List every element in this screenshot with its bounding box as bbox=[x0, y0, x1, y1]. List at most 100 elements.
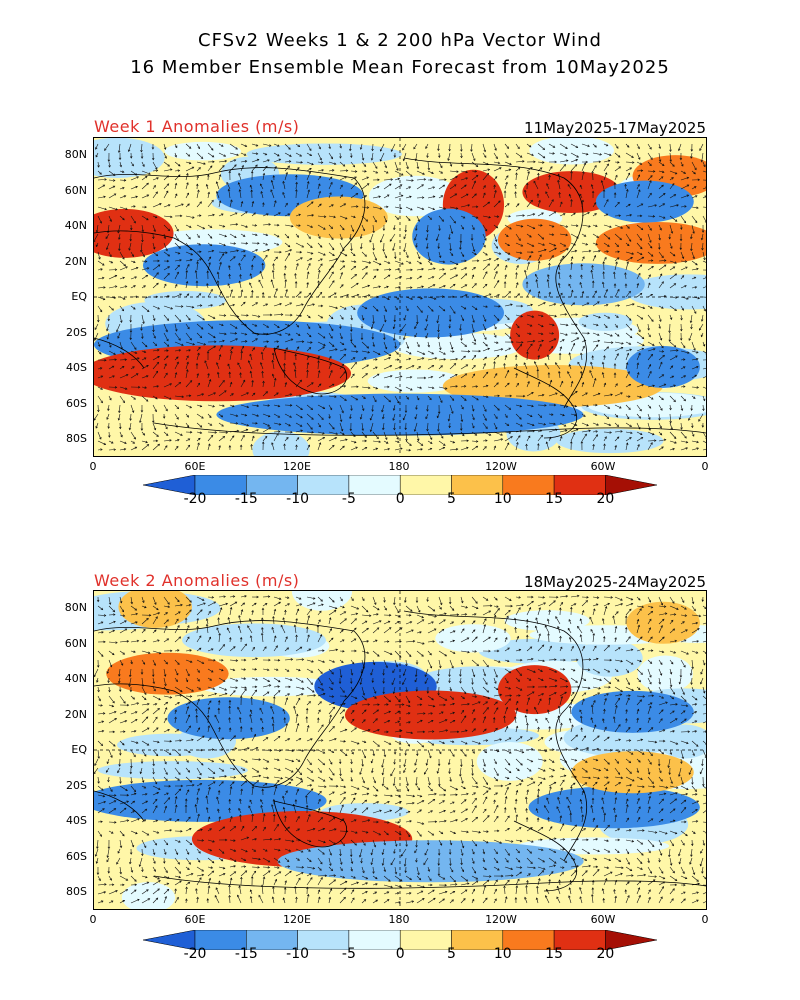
wind-vector-head bbox=[605, 143, 609, 147]
wind-vector-head bbox=[593, 608, 596, 611]
wind-vector bbox=[383, 659, 388, 668]
wind-vector-head bbox=[95, 230, 99, 233]
wind-vector bbox=[658, 332, 662, 341]
wind-vector bbox=[152, 215, 158, 218]
wind-vector-head bbox=[437, 336, 440, 340]
wind-vector-head bbox=[571, 645, 574, 649]
wind-vector-head bbox=[531, 315, 535, 318]
wind-vector-head bbox=[134, 351, 138, 354]
wind-vector bbox=[405, 365, 415, 370]
wind-vector bbox=[130, 205, 136, 208]
wind-vector-head bbox=[493, 614, 497, 618]
wind-vector bbox=[570, 224, 578, 227]
wind-vector-head bbox=[108, 435, 111, 438]
wind-vector-head bbox=[684, 607, 687, 610]
wind-vector-head bbox=[659, 228, 662, 231]
wind-vector bbox=[130, 285, 136, 289]
wind-vector-head bbox=[410, 609, 413, 612]
wind-vector-head bbox=[213, 345, 216, 349]
wind-vector-head bbox=[218, 445, 221, 448]
wind-vector bbox=[482, 413, 487, 421]
wind-vector-head bbox=[579, 618, 583, 621]
wind-vector bbox=[647, 314, 654, 322]
wind-vector bbox=[196, 647, 202, 652]
wind-vector-head bbox=[124, 387, 128, 390]
wind-vector-head bbox=[170, 168, 173, 171]
wind-vector bbox=[460, 373, 467, 379]
wind-vector-head bbox=[372, 344, 376, 348]
wind-vector-head bbox=[640, 227, 644, 231]
wind-vector-head bbox=[628, 203, 631, 207]
wind-vector bbox=[438, 605, 442, 610]
wind-vector bbox=[438, 206, 446, 210]
wind-vector bbox=[669, 440, 677, 444]
wind-vector bbox=[295, 242, 304, 248]
wind-vector bbox=[108, 260, 113, 264]
wind-vector bbox=[493, 314, 500, 321]
wind-vector bbox=[523, 362, 528, 370]
wind-vector bbox=[460, 251, 465, 257]
wind-vector bbox=[413, 143, 418, 150]
wind-vector-head bbox=[670, 661, 674, 665]
wind-vector-head bbox=[696, 447, 700, 450]
wind-vector-head bbox=[467, 204, 471, 207]
wind-vector bbox=[339, 348, 347, 352]
wind-vector-head bbox=[639, 162, 643, 165]
wind-vector-head bbox=[124, 441, 127, 445]
wind-vector-head bbox=[505, 415, 508, 419]
wind-vector bbox=[97, 631, 104, 634]
wind-vector-head bbox=[597, 333, 600, 336]
wind-vector bbox=[647, 619, 652, 625]
wind-vector-head bbox=[366, 640, 370, 643]
wind-vector-head bbox=[596, 657, 599, 661]
wind-vector-head bbox=[265, 254, 268, 258]
wind-vector-head bbox=[210, 326, 214, 329]
wind-vector bbox=[229, 233, 237, 238]
wind-vector bbox=[284, 302, 292, 307]
wind-vector bbox=[482, 169, 490, 172]
wind-vector bbox=[97, 170, 102, 175]
wind-vector-head bbox=[260, 190, 263, 194]
wind-vector-head bbox=[218, 200, 222, 203]
wind-vector bbox=[306, 596, 316, 599]
wind-vector-head bbox=[165, 329, 168, 333]
wind-vector-head bbox=[485, 371, 489, 375]
wind-vector-head bbox=[576, 337, 580, 340]
wind-vector bbox=[482, 356, 487, 361]
wind-vector-head bbox=[549, 645, 552, 649]
wind-vector bbox=[141, 267, 149, 271]
wind-vector bbox=[482, 251, 488, 256]
wind-vector-head bbox=[382, 427, 385, 431]
wind-vector-head bbox=[467, 350, 471, 353]
wind-vector bbox=[108, 650, 115, 656]
wind-vector-head bbox=[176, 228, 179, 232]
wind-vector-head bbox=[300, 161, 303, 164]
wind-vector bbox=[680, 650, 689, 655]
wind-vector-head bbox=[225, 602, 229, 606]
wind-vector-head bbox=[629, 167, 633, 170]
wind-vector bbox=[482, 284, 488, 289]
wind-vector bbox=[403, 233, 407, 239]
wind-vector bbox=[328, 242, 335, 250]
wind-vector-head bbox=[669, 421, 672, 424]
wind-vector-head bbox=[109, 664, 113, 668]
wind-vector-head bbox=[375, 366, 378, 369]
wind-vector-head bbox=[323, 253, 326, 256]
wind-vector bbox=[691, 268, 699, 271]
wind-vector-head bbox=[650, 293, 654, 297]
wind-vector-head bbox=[340, 184, 343, 188]
wind-vector bbox=[118, 404, 121, 413]
wind-vector bbox=[460, 184, 467, 190]
wind-vector-head bbox=[213, 658, 216, 662]
wind-vector-head bbox=[670, 365, 674, 368]
wind-vector bbox=[680, 275, 685, 280]
wind-vector-head bbox=[553, 338, 557, 341]
wind-vector-head bbox=[529, 324, 533, 327]
wind-vector-head bbox=[199, 335, 203, 339]
wind-vector bbox=[218, 323, 224, 326]
wind-vector-head bbox=[148, 172, 151, 175]
wind-vector-head bbox=[568, 364, 572, 367]
wind-vector-head bbox=[485, 384, 489, 388]
wind-vector bbox=[317, 224, 326, 230]
wind-vector-head bbox=[345, 438, 348, 442]
